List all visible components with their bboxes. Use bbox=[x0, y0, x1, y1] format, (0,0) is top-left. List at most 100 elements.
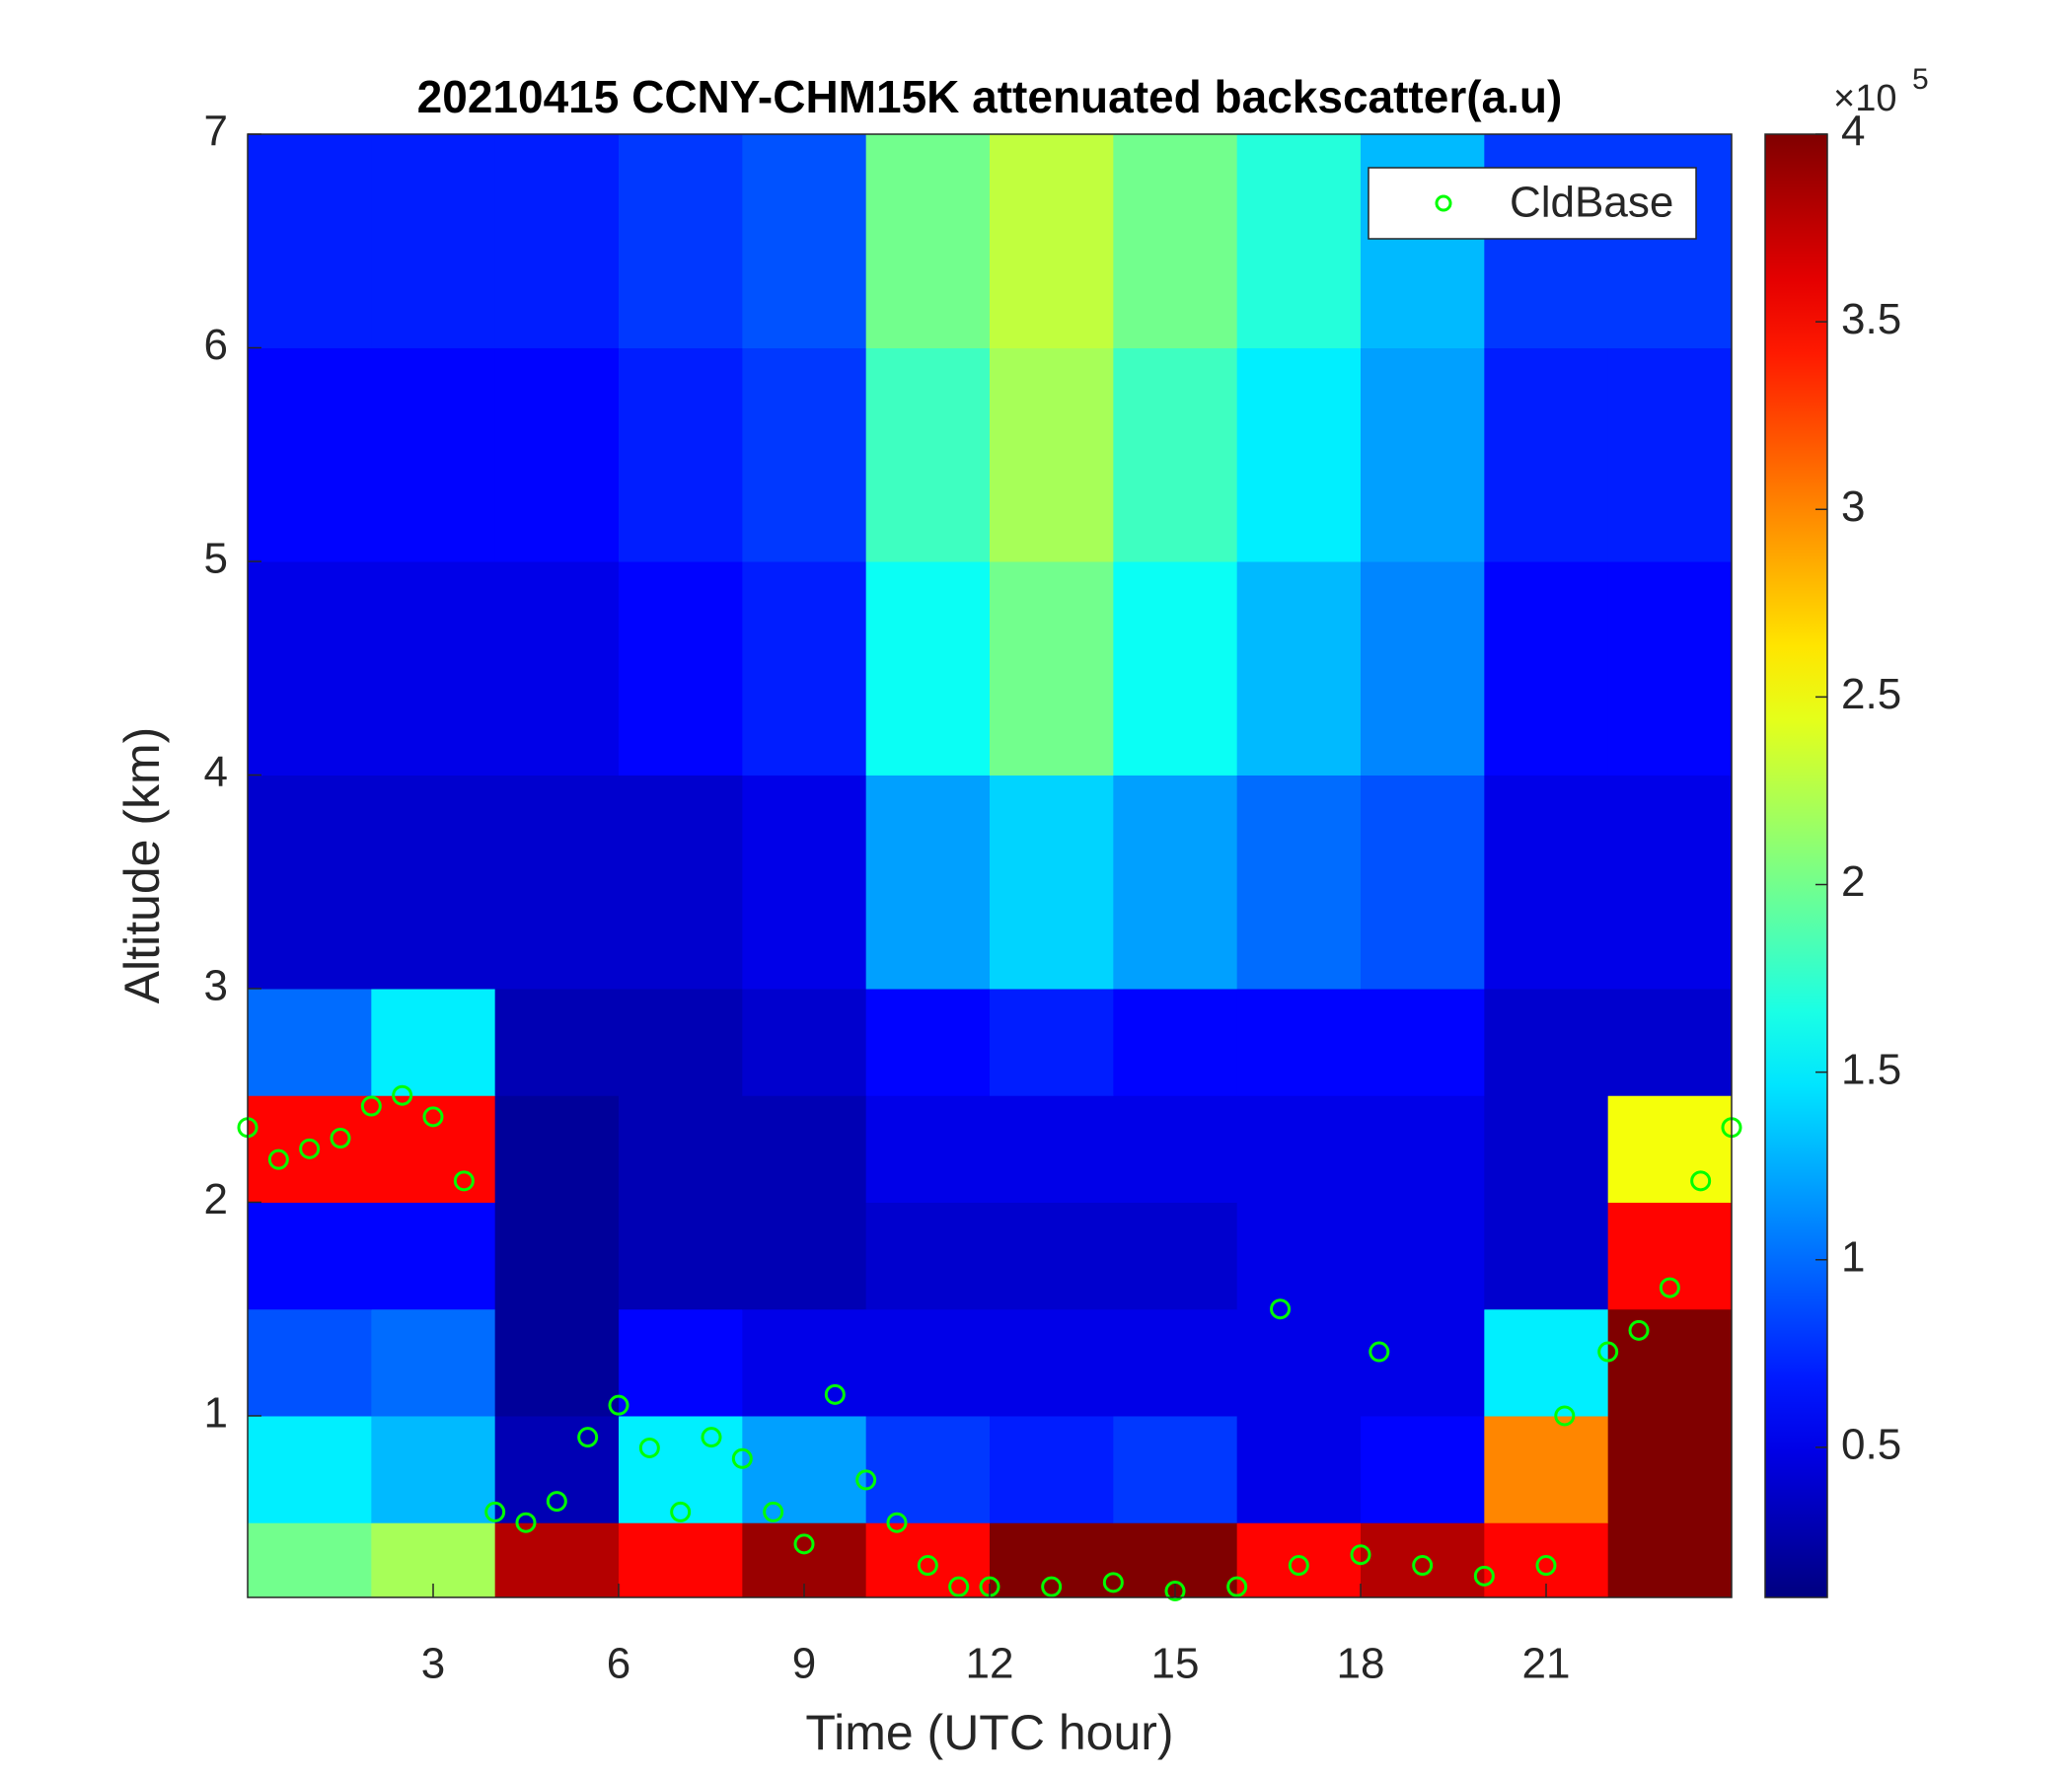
x-tick-label: 15 bbox=[1151, 1640, 1200, 1688]
y-tick-label: 6 bbox=[204, 321, 228, 369]
cloud-base-point bbox=[1288, 1555, 1309, 1577]
heatmap-cell bbox=[371, 775, 496, 990]
heatmap-cell bbox=[619, 775, 743, 990]
heatmap-cell bbox=[248, 1202, 372, 1310]
heatmap-cell bbox=[371, 988, 496, 1096]
heatmap-cell bbox=[1236, 1415, 1362, 1523]
heatmap-cell bbox=[619, 1095, 743, 1203]
cloud-base-point bbox=[608, 1394, 629, 1416]
heatmap-cell bbox=[1484, 1095, 1609, 1203]
colorbar-tick-label: 0.5 bbox=[1841, 1421, 1901, 1469]
heatmap-cell bbox=[1607, 1522, 1733, 1598]
chart-title: 20210415 CCNY-CHM15K attenuated backscat… bbox=[417, 71, 1563, 122]
heatmap-cell bbox=[990, 1522, 1114, 1598]
x-tick-label: 18 bbox=[1337, 1640, 1385, 1688]
heatmap-cell bbox=[619, 988, 743, 1096]
x-tick-label: 6 bbox=[607, 1640, 630, 1688]
colorbar-tick-label: 4 bbox=[1841, 108, 1865, 156]
cloud-base-point bbox=[638, 1437, 660, 1458]
heatmap-cell bbox=[865, 1522, 991, 1598]
cloud-base-point bbox=[701, 1427, 722, 1448]
cloud-base-point bbox=[453, 1170, 475, 1192]
cloud-base-point bbox=[360, 1095, 382, 1117]
heatmap-cell bbox=[990, 1308, 1114, 1417]
cloud-base-point bbox=[1369, 1341, 1390, 1363]
heatmap-cell bbox=[1484, 1202, 1609, 1310]
cloud-base-point bbox=[546, 1491, 567, 1513]
cloud-base-point bbox=[763, 1501, 784, 1522]
cloud-base-point bbox=[1597, 1341, 1619, 1363]
y-tick-label: 2 bbox=[204, 1175, 228, 1223]
cloud-base-point bbox=[824, 1383, 846, 1405]
heatmap-cell bbox=[1236, 347, 1362, 562]
heatmap-cell bbox=[1361, 1522, 1485, 1598]
cloud-base-point bbox=[1535, 1555, 1557, 1577]
colorbar-tick-label: 3.5 bbox=[1841, 295, 1901, 343]
heatmap-cell bbox=[619, 1415, 743, 1523]
heatmap-cell bbox=[1113, 988, 1238, 1096]
heatmap-cell bbox=[1607, 988, 1733, 1096]
colorbar-tick-label: 3 bbox=[1841, 482, 1865, 531]
heatmap-cell bbox=[494, 1095, 620, 1203]
heatmap-cell bbox=[1484, 988, 1609, 1096]
heatmap-cell bbox=[1113, 347, 1238, 562]
cloud-base-point bbox=[1690, 1170, 1712, 1192]
heatmap-cell bbox=[248, 560, 372, 776]
colorbar-tick-label: 1.5 bbox=[1841, 1045, 1901, 1093]
heatmap-cell bbox=[1236, 775, 1362, 990]
heatmap-cell bbox=[742, 134, 867, 348]
cloud-base-point bbox=[917, 1555, 938, 1577]
heatmap-cell bbox=[1113, 1202, 1238, 1310]
heatmap-cell bbox=[1113, 134, 1238, 348]
heatmap-cell bbox=[865, 1095, 991, 1203]
heatmap-cell bbox=[248, 1308, 372, 1417]
heatmap-cell bbox=[1607, 560, 1733, 776]
cloud-base-point bbox=[886, 1512, 908, 1533]
cloud-base-point bbox=[330, 1128, 351, 1149]
heatmap-cell bbox=[248, 347, 372, 562]
heatmap-cell bbox=[494, 988, 620, 1096]
heatmap-cell bbox=[248, 988, 372, 1096]
heatmap-cell bbox=[371, 1095, 496, 1203]
heatmap-cell bbox=[1113, 1308, 1238, 1417]
heatmap-cell bbox=[1484, 1308, 1609, 1417]
heatmap-cell bbox=[1607, 134, 1733, 348]
heatmap-cell bbox=[1361, 988, 1485, 1096]
heatmap-cell bbox=[742, 775, 867, 990]
heatmap-cell bbox=[1484, 347, 1609, 562]
heatmap-cell bbox=[865, 988, 991, 1096]
cloud-base-point bbox=[484, 1501, 506, 1522]
cloud-base-point bbox=[1554, 1405, 1576, 1427]
heatmap-cell bbox=[371, 1415, 496, 1523]
heatmap-cell bbox=[990, 560, 1114, 776]
heatmap-cell bbox=[1113, 1095, 1238, 1203]
heatmap-cell bbox=[494, 1522, 620, 1598]
heatmap-cell bbox=[865, 1202, 991, 1310]
heatmap-cell bbox=[1113, 560, 1238, 776]
heatmap-cell bbox=[1236, 1308, 1362, 1417]
cloud-base-point bbox=[1473, 1565, 1495, 1587]
heatmap-cell bbox=[1361, 134, 1485, 348]
legend-marker bbox=[1435, 194, 1452, 212]
heatmap-cell bbox=[494, 134, 620, 348]
heatmap-cell bbox=[742, 1415, 867, 1523]
heatmap-cell bbox=[1236, 1522, 1362, 1598]
heatmap-cell bbox=[742, 988, 867, 1096]
heatmap-cell bbox=[494, 775, 620, 990]
heatmap-cell bbox=[1484, 775, 1609, 990]
heatmap-cell bbox=[494, 560, 620, 776]
cloud-base-point bbox=[1041, 1576, 1063, 1597]
heatmap-cell bbox=[1484, 1415, 1609, 1523]
heatmap-cell bbox=[248, 775, 372, 990]
heatmap-cell bbox=[248, 1415, 372, 1523]
legend-label: CldBase bbox=[1510, 179, 1673, 227]
x-tick-label: 12 bbox=[966, 1640, 1014, 1688]
colorbar-tick-label: 2.5 bbox=[1841, 670, 1901, 718]
heatmap-cell bbox=[619, 134, 743, 348]
heatmap-cell bbox=[742, 1202, 867, 1310]
cloud-base-point bbox=[515, 1512, 537, 1533]
heatmap-cell bbox=[1607, 1202, 1733, 1310]
heatmap-cell bbox=[1484, 560, 1609, 776]
cloud-base-point bbox=[1102, 1572, 1124, 1593]
heatmap-cell bbox=[990, 134, 1114, 348]
